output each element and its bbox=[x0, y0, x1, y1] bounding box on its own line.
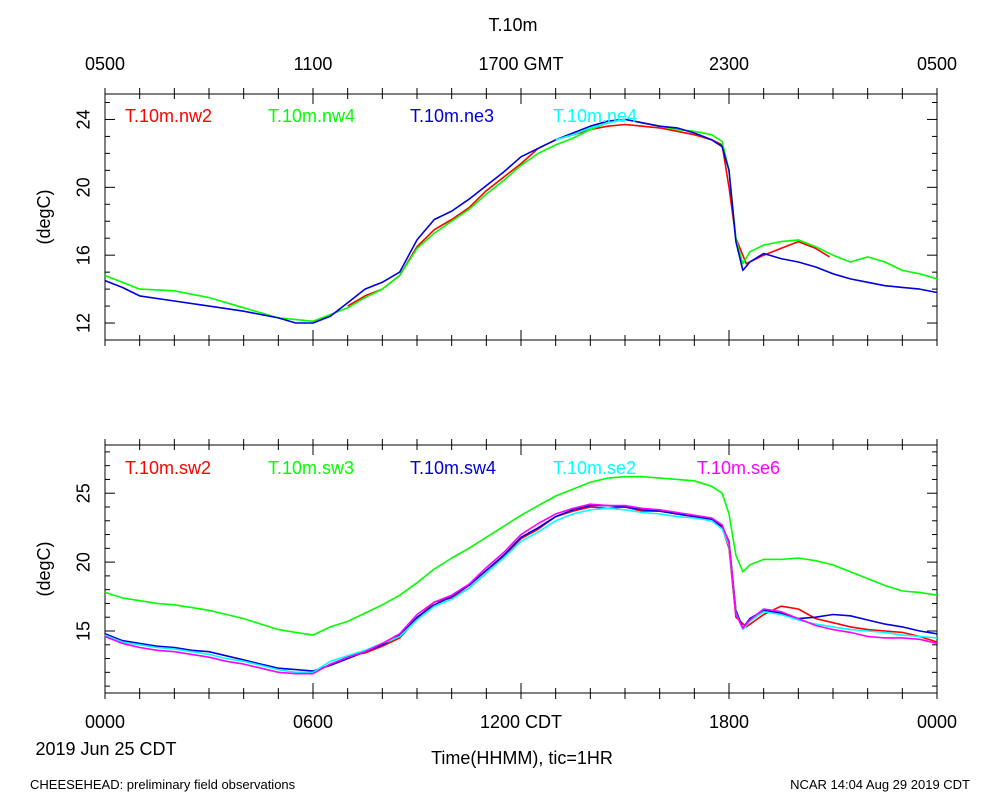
bottom-panel-frame bbox=[104, 444, 938, 694]
x-tick-label: 0600 bbox=[293, 712, 333, 732]
date-label: 2019 Jun 25 CDT bbox=[35, 739, 176, 759]
footer-left-note: CHEESEHEAD: preliminary field observatio… bbox=[30, 777, 296, 792]
legend-label: T.10m.se2 bbox=[553, 458, 636, 478]
legend-label: T.10m.ne3 bbox=[410, 106, 494, 126]
legend-label: T.10m.nw4 bbox=[268, 106, 355, 126]
series-line-T-10m-se2 bbox=[104, 507, 938, 674]
legend-label: T.10m.sw3 bbox=[268, 458, 354, 478]
series-line-T-10m-sw3 bbox=[104, 475, 938, 636]
panel-1: 12 16 20 24 0500 1100 1700 GMT 2300 0500 T.10m.nw… bbox=[73, 54, 957, 346]
top-y-axis-label: (degC) bbox=[34, 189, 54, 244]
x-tick-label: 0000 bbox=[85, 712, 125, 732]
y-tick-label: 20 bbox=[73, 177, 93, 197]
footer-right-note: NCAR 14:04 Aug 29 2019 CDT bbox=[790, 777, 970, 792]
series-line-T-10m-ne3 bbox=[104, 118, 938, 324]
legend-label: T.10m.ne4 bbox=[553, 106, 637, 126]
y-tick-label: 20 bbox=[73, 552, 93, 572]
x-tick-label: 0500 bbox=[85, 54, 125, 74]
x-tick-label: 2300 bbox=[709, 54, 749, 74]
series-line-T-10m-nw2 bbox=[347, 123, 830, 307]
legend-label: T.10m.se6 bbox=[697, 458, 780, 478]
chart-title: T.10m bbox=[488, 15, 537, 35]
x-tick-label: 1700 GMT bbox=[478, 54, 563, 74]
series-line-T-10m-sw2 bbox=[347, 506, 938, 657]
legend-label: T.10m.nw2 bbox=[125, 106, 212, 126]
x-tick-label: 1200 CDT bbox=[480, 712, 562, 732]
panel-2: 15 20 25 0000 0600 1200 CDT 1800 0000 T.10m.sw2 T… bbox=[73, 439, 957, 732]
x-tick-label: 0000 bbox=[917, 712, 957, 732]
bottom-y-axis-label: (degC) bbox=[34, 541, 54, 596]
x-tick-label: 1100 bbox=[294, 54, 333, 74]
series-line-T-10m-nw4 bbox=[104, 118, 938, 323]
y-tick-label: 24 bbox=[73, 109, 93, 129]
y-tick-label: 12 bbox=[73, 313, 93, 333]
x-tick-label: 0500 bbox=[917, 54, 957, 74]
legend-label: T.10m.sw4 bbox=[410, 458, 496, 478]
series-line-T-10m-ne4 bbox=[555, 118, 626, 141]
y-tick-label: 25 bbox=[73, 483, 93, 503]
legend-label: T.10m.sw2 bbox=[125, 458, 211, 478]
x-tick-label: 1800 bbox=[709, 712, 749, 732]
y-tick-label: 16 bbox=[73, 245, 93, 265]
series-line-T-10m-sw4 bbox=[104, 504, 938, 672]
x-axis-label: Time(HHMM), tic=1HR bbox=[431, 748, 613, 768]
y-tick-label: 15 bbox=[73, 621, 93, 641]
series-line-T-10m-se6 bbox=[104, 503, 938, 675]
